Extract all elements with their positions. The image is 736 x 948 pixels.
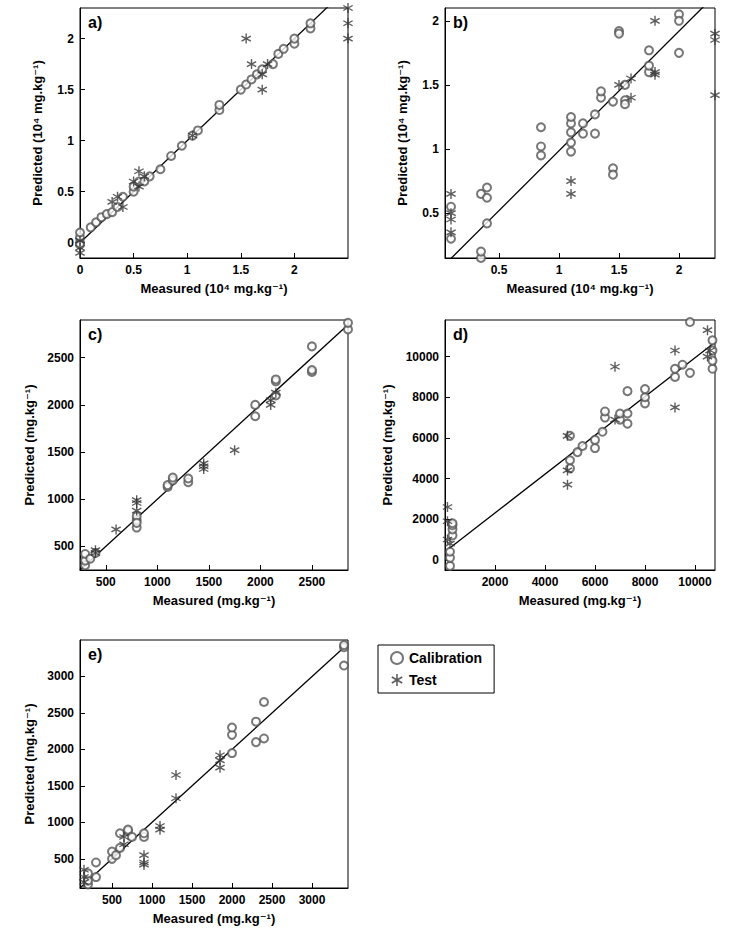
svg-text:10000: 10000 — [406, 350, 440, 364]
svg-text:0: 0 — [77, 263, 84, 277]
svg-text:a): a) — [88, 14, 102, 31]
svg-text:1.5: 1.5 — [611, 263, 628, 277]
svg-text:Measured (mg.kg⁻¹): Measured (mg.kg⁻¹) — [153, 911, 275, 926]
svg-text:2000: 2000 — [219, 893, 246, 907]
svg-text:0: 0 — [67, 236, 74, 250]
svg-text:500: 500 — [96, 575, 116, 589]
svg-text:2: 2 — [676, 263, 683, 277]
svg-text:Measured (10⁴ mg.kg⁻¹): Measured (10⁴ mg.kg⁻¹) — [141, 281, 288, 296]
svg-text:0.5: 0.5 — [422, 206, 439, 220]
svg-text:1000: 1000 — [47, 492, 74, 506]
svg-text:2000: 2000 — [412, 512, 439, 526]
svg-text:0: 0 — [432, 553, 439, 567]
svg-text:2: 2 — [67, 32, 74, 46]
svg-text:2500: 2500 — [47, 706, 74, 720]
svg-text:500: 500 — [54, 852, 74, 866]
svg-text:3000: 3000 — [299, 893, 326, 907]
svg-text:1: 1 — [184, 263, 191, 277]
svg-text:Predicted (10⁴ mg.kg⁻¹): Predicted (10⁴ mg.kg⁻¹) — [30, 60, 45, 206]
svg-text:8000: 8000 — [632, 575, 659, 589]
svg-text:Measured (mg.kg⁻¹): Measured (mg.kg⁻¹) — [153, 593, 275, 608]
svg-text:2500: 2500 — [47, 351, 74, 365]
svg-text:1500: 1500 — [179, 893, 206, 907]
svg-text:2000: 2000 — [47, 398, 74, 412]
svg-text:500: 500 — [54, 539, 74, 553]
svg-text:1.5: 1.5 — [57, 83, 74, 97]
svg-text:6000: 6000 — [582, 575, 609, 589]
svg-text:1: 1 — [556, 263, 563, 277]
svg-text:Measured (mg.kg⁻¹): Measured (mg.kg⁻¹) — [519, 593, 641, 608]
svg-text:1.5: 1.5 — [232, 263, 249, 277]
svg-text:0.5: 0.5 — [491, 263, 508, 277]
svg-text:Test: Test — [409, 672, 437, 688]
svg-text:1000: 1000 — [144, 575, 171, 589]
svg-text:b): b) — [453, 14, 468, 31]
svg-text:1000: 1000 — [139, 893, 166, 907]
svg-text:1500: 1500 — [195, 575, 222, 589]
svg-text:500: 500 — [102, 893, 122, 907]
svg-text:Predicted (10⁴ mg.kg⁻¹): Predicted (10⁴ mg.kg⁻¹) — [395, 60, 410, 206]
svg-text:1: 1 — [432, 142, 439, 156]
svg-text:Predicted (mg.kg⁻¹): Predicted (mg.kg⁻¹) — [22, 385, 37, 506]
svg-text:Predicted (mg.kg⁻¹): Predicted (mg.kg⁻¹) — [380, 385, 395, 506]
svg-text:2500: 2500 — [259, 893, 286, 907]
svg-text:1500: 1500 — [47, 445, 74, 459]
svg-text:6000: 6000 — [412, 431, 439, 445]
svg-text:2000: 2000 — [47, 742, 74, 756]
svg-text:1000: 1000 — [47, 815, 74, 829]
svg-text:0.5: 0.5 — [57, 185, 74, 199]
svg-text:e): e) — [88, 646, 102, 663]
svg-text:d): d) — [453, 326, 468, 343]
svg-text:1.5: 1.5 — [422, 78, 439, 92]
svg-text:10000: 10000 — [678, 575, 712, 589]
svg-text:1500: 1500 — [47, 779, 74, 793]
svg-text:Measured (10⁴ mg.kg⁻¹): Measured (10⁴ mg.kg⁻¹) — [507, 281, 654, 296]
svg-text:4000: 4000 — [532, 575, 559, 589]
svg-text:2500: 2500 — [299, 575, 326, 589]
svg-text:3000: 3000 — [47, 669, 74, 683]
svg-text:0.5: 0.5 — [125, 263, 142, 277]
svg-text:2000: 2000 — [247, 575, 274, 589]
svg-text:Predicted (mg.kg⁻¹): Predicted (mg.kg⁻¹) — [22, 704, 37, 825]
svg-text:c): c) — [88, 326, 102, 343]
svg-text:1: 1 — [67, 134, 74, 148]
svg-text:2: 2 — [432, 14, 439, 28]
svg-text:4000: 4000 — [412, 472, 439, 486]
svg-text:Calibration: Calibration — [409, 650, 482, 666]
svg-text:8000: 8000 — [412, 390, 439, 404]
svg-text:2000: 2000 — [482, 575, 509, 589]
svg-text:2: 2 — [291, 263, 298, 277]
